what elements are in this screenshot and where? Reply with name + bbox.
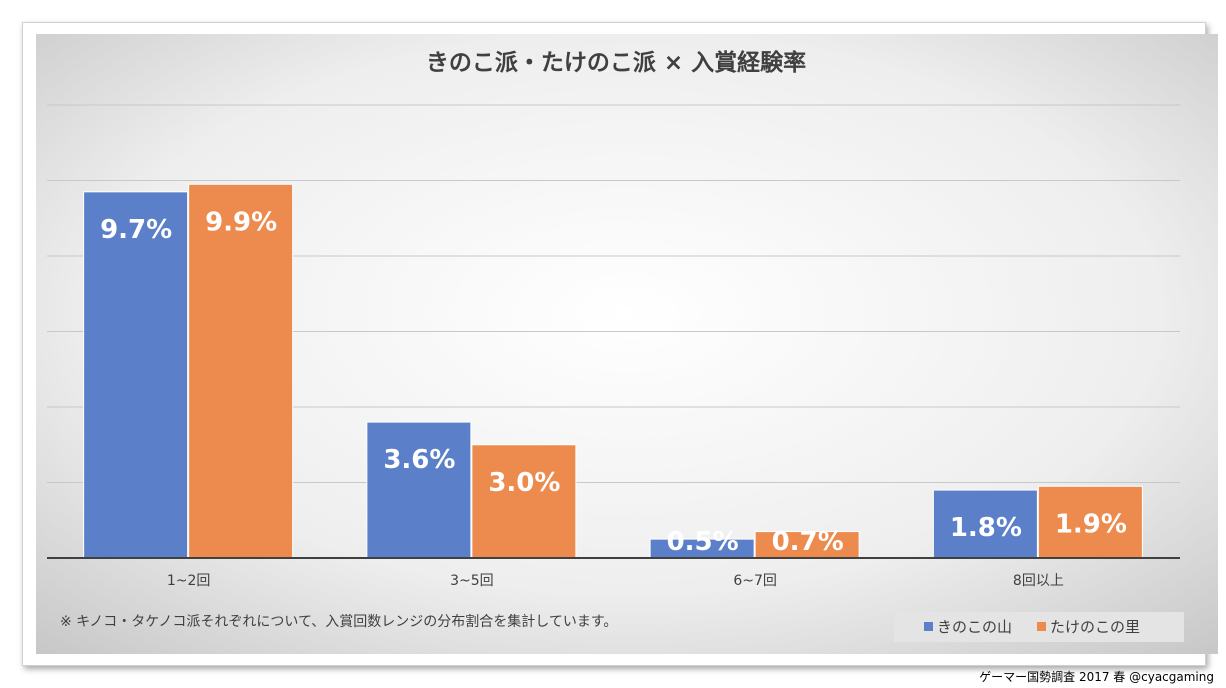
legend-label-0: きのこの山 (937, 618, 1012, 636)
bar-1-0 (188, 183, 294, 559)
bar-0-0 (83, 191, 189, 559)
data-label-0-2: 0.5% (667, 527, 739, 557)
legend: きのこの山 たけのこの里 (894, 612, 1184, 642)
data-label-1-2: 0.7% (772, 527, 844, 557)
legend-swatch-0 (924, 622, 933, 631)
data-label-0-1: 3.6% (383, 445, 455, 475)
credit-text: ゲーマー国勢調査 2017 春 @cyacgaming (979, 670, 1214, 684)
bars (83, 183, 1143, 559)
data-label-1-1: 3.0% (488, 468, 560, 498)
x-tick-labels: 1~2回 3~5回 6~7回 8回以上 (167, 573, 1064, 589)
footnote: ※ キノコ・タケノコ派それぞれについて、入賞回数レンジの分布割合を集計しています… (60, 613, 617, 630)
legend-swatch-1 (1037, 622, 1046, 631)
bar-1-3 (1037, 485, 1143, 559)
x-tick-label-1: 3~5回 (450, 573, 494, 589)
chart-title: きのこ派・たけのこ派 × 入賞経験率 (426, 49, 806, 76)
data-label-1-3: 1.9% (1055, 509, 1127, 539)
data-label-0-0: 9.7% (100, 215, 172, 245)
x-tick-label-0: 1~2回 (167, 573, 211, 589)
x-tick-label-3: 8回以上 (1013, 573, 1064, 589)
data-label-1-0: 9.9% (205, 207, 277, 237)
bar-1-1 (471, 444, 577, 559)
chart: きのこ派・たけのこ派 × 入賞経験率 9.7% 9.9% 3.6% 3.0% 0.5% 0… (36, 34, 1218, 654)
bar-0-3 (932, 489, 1038, 559)
legend-label-1: たけのこの里 (1050, 618, 1140, 636)
x-tick-label-2: 6~7回 (733, 573, 777, 589)
data-labels: 9.7% 9.9% 3.6% 3.0% 0.5% 0.7% 1.8% 1.9% (100, 207, 1127, 557)
data-label-0-3: 1.8% (950, 513, 1022, 543)
bar-0-1 (366, 421, 472, 559)
